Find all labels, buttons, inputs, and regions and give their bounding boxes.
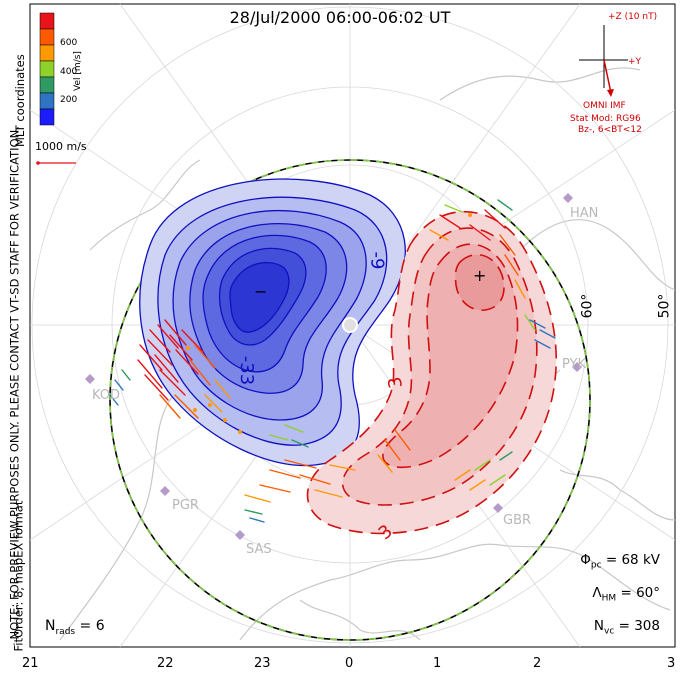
stat-model-condition: Bz-, 6<BT<12: [578, 125, 642, 135]
vector-count-value: 308: [634, 618, 660, 634]
radar-site-kod: KOD: [92, 388, 121, 403]
cross-polar-potential-value: 68 kV: [621, 552, 660, 568]
potential-minimum-marker: −: [254, 282, 268, 301]
reference-vector-label: 1000 m/s: [35, 140, 87, 153]
fit-order-note: FitOrder: 8, mapEX format: [11, 500, 26, 652]
plot-frame: [29, 3, 676, 648]
velocity-color-scale: [39, 12, 55, 126]
coordinate-label: MLT coordinates: [13, 54, 27, 147]
latitude-label-60: 60°: [579, 293, 596, 319]
mlt-tick: 3: [667, 656, 676, 671]
velocity-vectors: [109, 199, 556, 523]
radar-site-pgr: PGR: [172, 498, 199, 513]
imf-z-label: +Z (10 nT): [608, 12, 658, 22]
color-scale-tick: 600: [60, 38, 78, 48]
positive-cell: [306, 211, 558, 535]
radar-site-gbr: GBR: [503, 513, 532, 528]
mlt-tick: 23: [254, 656, 271, 671]
potential-maximum-marker: +: [473, 266, 487, 285]
reference-vector: [36, 161, 76, 165]
radar-count-value: 6: [95, 618, 105, 634]
imf-clock: [579, 25, 628, 97]
contour-label: -9: [366, 251, 388, 270]
map-title: 28/Jul/2000 06:00-06:02 UT: [229, 8, 451, 27]
color-scale-tick: 200: [60, 95, 78, 105]
radar-site-pyk: PYK: [562, 357, 587, 372]
mlt-tick: 21: [22, 656, 39, 671]
mlt-tick: 2: [533, 656, 542, 671]
mlt-tick: 1: [433, 656, 442, 671]
imf-y-label: +Y: [628, 57, 642, 67]
negative-cell: [139, 178, 406, 467]
mlt-tick: 0: [345, 656, 354, 671]
contour-label: -33: [236, 355, 258, 386]
stat-model-label: Stat Mod: RG96: [570, 114, 641, 124]
hm-latitude: ΛHM = 60°: [592, 585, 660, 604]
magnetic-pole: [342, 317, 358, 333]
mlt-tick: 22: [157, 656, 174, 671]
radar-count: Nrads = 6: [45, 618, 105, 637]
imf-source-label: OMNI IMF: [583, 101, 626, 111]
radar-site-markers: [85, 193, 582, 540]
radar-site-sas: SAS: [246, 542, 272, 557]
hm-boundary: [109, 159, 591, 641]
radar-site-han: HAN: [570, 206, 599, 221]
vector-count: Nvc = 308: [593, 618, 660, 637]
hm-latitude-value: 60°: [636, 585, 660, 601]
latitude-label-50: 50°: [656, 293, 673, 319]
color-scale-tick: 400: [60, 67, 78, 77]
cross-polar-potential: Φpc = 68 kV: [580, 552, 660, 571]
